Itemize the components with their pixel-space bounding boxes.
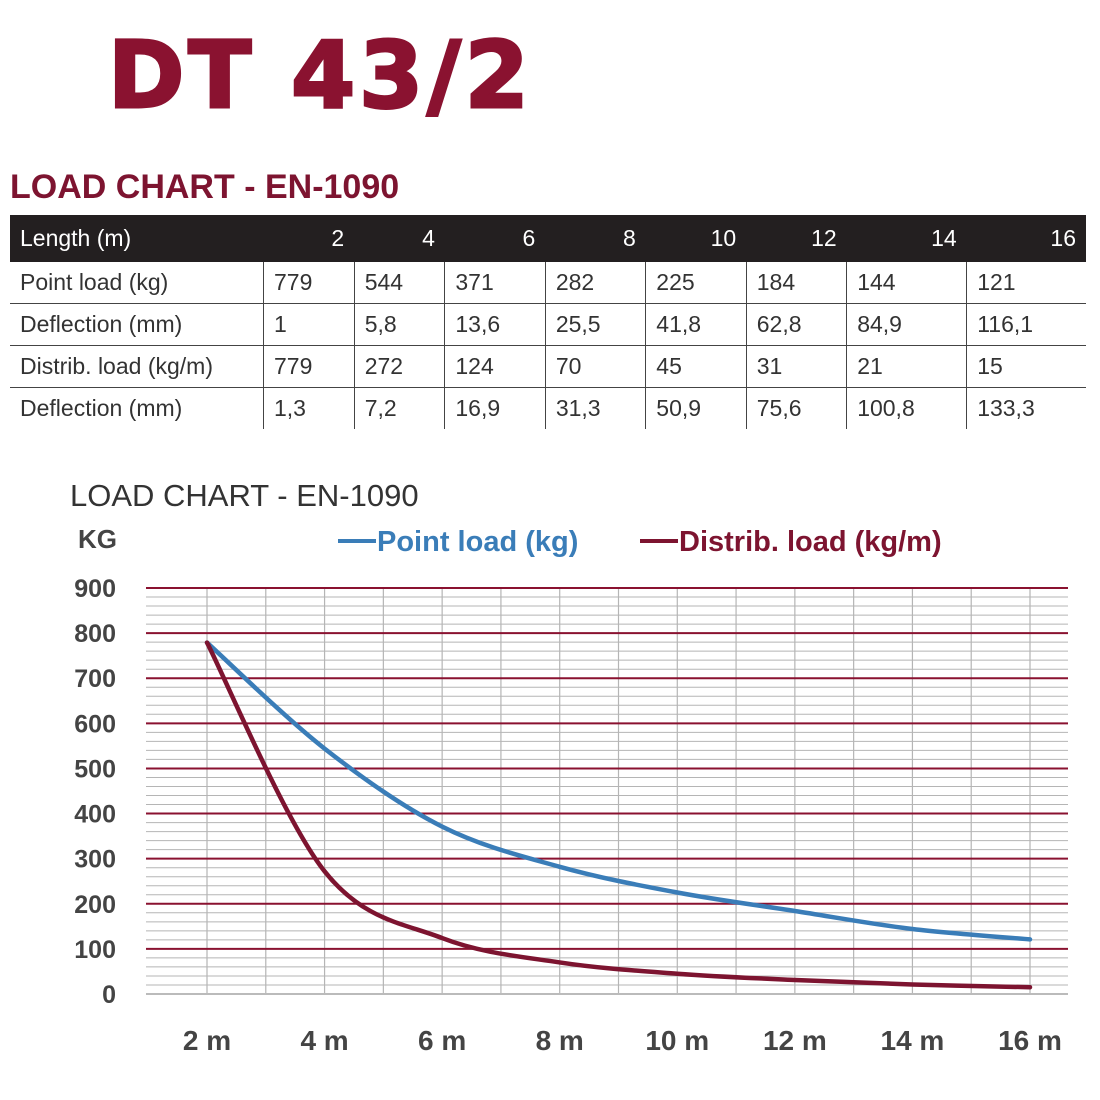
- row-label: Point load (kg): [10, 262, 264, 304]
- table-body: Point load (kg) 779 544 371 282 225 184 144 121 D…: [10, 262, 1086, 429]
- column-header: 10: [645, 215, 747, 262]
- x-tick-label: 14 m: [881, 1025, 945, 1056]
- table-cell: 62,8: [745, 303, 847, 346]
- y-tick-label: 500: [74, 755, 116, 783]
- table-cell: 5,8: [353, 303, 445, 346]
- chart-title: LOAD CHART - EN-1090: [70, 478, 419, 513]
- column-header: 8: [545, 215, 646, 262]
- load-table: Length (m) 2 4 6 8 10 12 14 16 Point load (kg) 77…: [10, 215, 1086, 429]
- table-cell: 282: [544, 262, 646, 304]
- y-tick-label: 400: [74, 801, 116, 829]
- table-row: Deflection (mm) 1,3 7,2 16,9 31,3 50,9 75,6 100…: [10, 387, 1086, 429]
- x-tick-label: 16 m: [998, 1025, 1062, 1056]
- series-line-distrib-load: [204, 640, 1033, 990]
- table-cell: 75,6: [745, 387, 847, 429]
- column-header: 14: [846, 215, 967, 262]
- table-cell: 1,3: [263, 387, 355, 429]
- column-header: Length (m): [10, 215, 264, 262]
- table-cell: 13,6: [444, 303, 546, 346]
- legend-label: Point load (kg): [377, 526, 578, 558]
- table-cell: 124: [444, 345, 546, 388]
- table-cell: 15: [966, 345, 1086, 388]
- y-tick-label: 600: [74, 710, 116, 738]
- table-cell: 144: [846, 262, 967, 304]
- row-label: Deflection (mm): [10, 303, 264, 346]
- y-tick-label: 900: [74, 575, 116, 603]
- column-header: 6: [444, 215, 546, 262]
- x-tick-label: 8 m: [536, 1025, 584, 1056]
- table-cell: 121: [966, 262, 1086, 304]
- y-axis-label: KG: [78, 524, 117, 554]
- table-row: Point load (kg) 779 544 371 282 225 184 144 121: [10, 262, 1086, 304]
- table-row: Distrib. load (kg/m) 779 272 124 70 45 31 21 15: [10, 345, 1086, 388]
- table-cell: 100,8: [846, 387, 967, 429]
- table-cell: 1: [263, 303, 355, 346]
- table-cell: 84,9: [846, 303, 967, 346]
- y-tick-label: 100: [74, 936, 116, 964]
- x-tick-label: 12 m: [763, 1025, 827, 1056]
- column-header: 2: [263, 215, 355, 262]
- product-title: DT 43/2: [107, 22, 533, 129]
- table-row: Deflection (mm) 1 5,8 13,6 25,5 41,8 62,8 84,9 1…: [10, 303, 1086, 346]
- legend-label: Distrib. load (kg/m): [679, 526, 942, 558]
- table-cell: 45: [645, 345, 747, 388]
- y-tick-label: 200: [74, 891, 116, 919]
- x-tick-label: 10 m: [645, 1025, 709, 1056]
- series-line-point-load: [204, 640, 1033, 942]
- row-label: Distrib. load (kg/m): [10, 345, 264, 388]
- y-tick-label: 0: [102, 981, 116, 1009]
- table-header-row: Length (m) 2 4 6 8 10 12 14 16: [10, 215, 1086, 262]
- x-tick-label: 4 m: [300, 1025, 348, 1056]
- y-tick-label: 800: [74, 620, 116, 648]
- table-cell: 116,1: [966, 303, 1086, 346]
- column-header: 4: [354, 215, 445, 262]
- x-tick-label: 6 m: [418, 1025, 466, 1056]
- table-cell: 184: [745, 262, 847, 304]
- table-cell: 7,2: [353, 387, 445, 429]
- row-label: Deflection (mm): [20, 395, 183, 421]
- x-tick-label: 2 m: [183, 1025, 231, 1056]
- table-cell: 31,3: [544, 387, 646, 429]
- table-cell: 21: [846, 345, 967, 388]
- table-cell: 779: [263, 262, 355, 304]
- table-cell: 41,8: [645, 303, 747, 346]
- table-cell: 133,3: [966, 387, 1086, 429]
- y-tick-label: 300: [74, 846, 116, 874]
- table-cell: 70: [544, 345, 646, 388]
- table-cell: 31: [745, 345, 847, 388]
- table-cell: 544: [353, 262, 445, 304]
- table-cell: 25,5: [544, 303, 646, 346]
- column-header: 16: [966, 215, 1086, 262]
- column-header: 12: [746, 215, 847, 262]
- load-chart-heading: LOAD CHART - EN-1090: [10, 168, 400, 206]
- table-cell: 272: [353, 345, 445, 388]
- y-tick-label: 700: [74, 665, 116, 693]
- table-cell: 50,9: [645, 387, 747, 429]
- table-cell: 779: [263, 345, 355, 388]
- table-cell: 16,9: [444, 387, 546, 429]
- table-cell: 225: [645, 262, 747, 304]
- table-cell: 371: [444, 262, 546, 304]
